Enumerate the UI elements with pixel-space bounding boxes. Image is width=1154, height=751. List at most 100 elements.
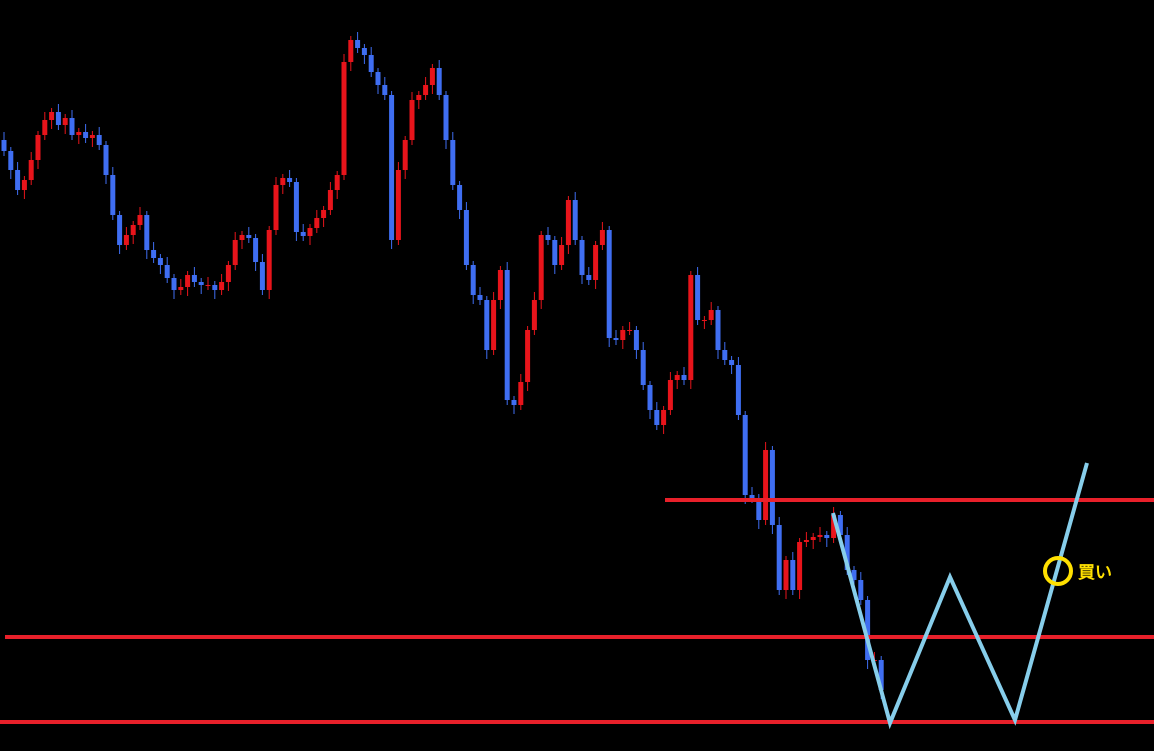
candle-body <box>695 275 701 320</box>
candle-body <box>599 230 605 245</box>
candle-body <box>729 360 735 365</box>
candle-body <box>531 300 537 330</box>
candle-body <box>416 95 422 100</box>
candle-body <box>593 245 599 280</box>
candle-body <box>674 375 680 380</box>
candle-body <box>715 310 721 350</box>
candle-body <box>293 182 299 232</box>
candle-body <box>266 230 272 290</box>
candle-body <box>287 178 293 182</box>
candle-body <box>21 180 27 190</box>
candle-body <box>865 600 871 660</box>
candle-body <box>572 200 578 240</box>
candle-body <box>89 135 95 138</box>
candle-body <box>606 230 612 338</box>
candle-body <box>810 537 816 540</box>
candle-body <box>239 235 245 240</box>
candle-body <box>749 495 755 498</box>
candle-body <box>654 410 660 425</box>
candle-body <box>314 218 320 228</box>
candle-body <box>42 120 48 135</box>
candle-body <box>368 55 374 72</box>
candle-body <box>470 265 476 295</box>
candle-body <box>15 170 21 190</box>
candle-body <box>858 580 864 600</box>
candle-body <box>484 300 490 350</box>
candle-body <box>661 410 667 425</box>
candle-body <box>117 215 123 245</box>
candle-body <box>375 72 381 85</box>
candle-body <box>83 132 89 138</box>
candle-body <box>232 240 238 265</box>
candle-body <box>735 365 741 415</box>
candle-body <box>219 282 225 290</box>
w-pattern <box>831 462 1089 730</box>
candle-body <box>355 40 361 48</box>
candle-body <box>185 275 191 287</box>
candle-body <box>110 175 116 215</box>
buy-label: 買い <box>1078 563 1112 583</box>
candle-body <box>62 118 68 125</box>
candle-body <box>797 542 803 590</box>
candle-body <box>647 385 653 410</box>
candle-body <box>205 285 211 286</box>
candle-body <box>477 295 483 300</box>
candle-body <box>123 235 129 245</box>
candle-body <box>688 275 694 380</box>
candle-body <box>55 112 61 125</box>
candle-body <box>776 525 782 590</box>
candle-body <box>803 540 809 542</box>
candle-body <box>76 132 82 135</box>
candle-body <box>525 330 531 382</box>
candle-body <box>191 275 197 282</box>
candle-body <box>436 68 442 95</box>
candle-body <box>565 200 571 245</box>
candle-body <box>130 225 136 235</box>
candle-body <box>409 100 415 140</box>
candle-body <box>831 515 837 538</box>
candle-body <box>627 330 633 331</box>
candle-body <box>348 40 354 62</box>
candle-body <box>538 235 544 300</box>
candle-body <box>382 85 388 95</box>
candle-body <box>389 95 395 240</box>
candle-body <box>361 48 367 55</box>
candle-body <box>837 515 843 535</box>
candle-body <box>667 380 673 410</box>
candle-body <box>171 278 177 290</box>
candle-body <box>321 210 327 218</box>
candle-body <box>790 560 796 590</box>
candle-body <box>613 338 619 340</box>
candle-body <box>769 450 775 525</box>
candle-body <box>443 95 449 140</box>
candle-body <box>620 330 626 340</box>
candle-body <box>402 140 408 170</box>
candle-body <box>300 232 306 236</box>
candle-body <box>28 160 34 180</box>
candle-body <box>552 240 558 265</box>
candle-body <box>817 535 823 537</box>
buy-marker <box>1043 556 1073 586</box>
candle-body <box>511 400 517 405</box>
candle-body <box>844 535 850 570</box>
candle-body <box>708 310 714 320</box>
candle-body <box>259 262 265 290</box>
candle-body <box>559 245 565 265</box>
candle-body <box>681 375 687 380</box>
candle-body <box>423 85 429 95</box>
candle-body <box>103 145 109 175</box>
candle-body <box>253 238 259 262</box>
candle-body <box>69 118 75 135</box>
candle-body <box>334 175 340 190</box>
candle-body <box>742 415 748 495</box>
candle-body <box>341 62 347 175</box>
candle-body <box>463 210 469 265</box>
candle-body <box>246 235 252 238</box>
candle-body <box>212 285 218 290</box>
candle-body <box>504 270 510 400</box>
candle-body <box>701 320 707 321</box>
candle-body <box>450 140 456 185</box>
candle-body <box>586 275 592 280</box>
candle-body <box>1 140 7 151</box>
